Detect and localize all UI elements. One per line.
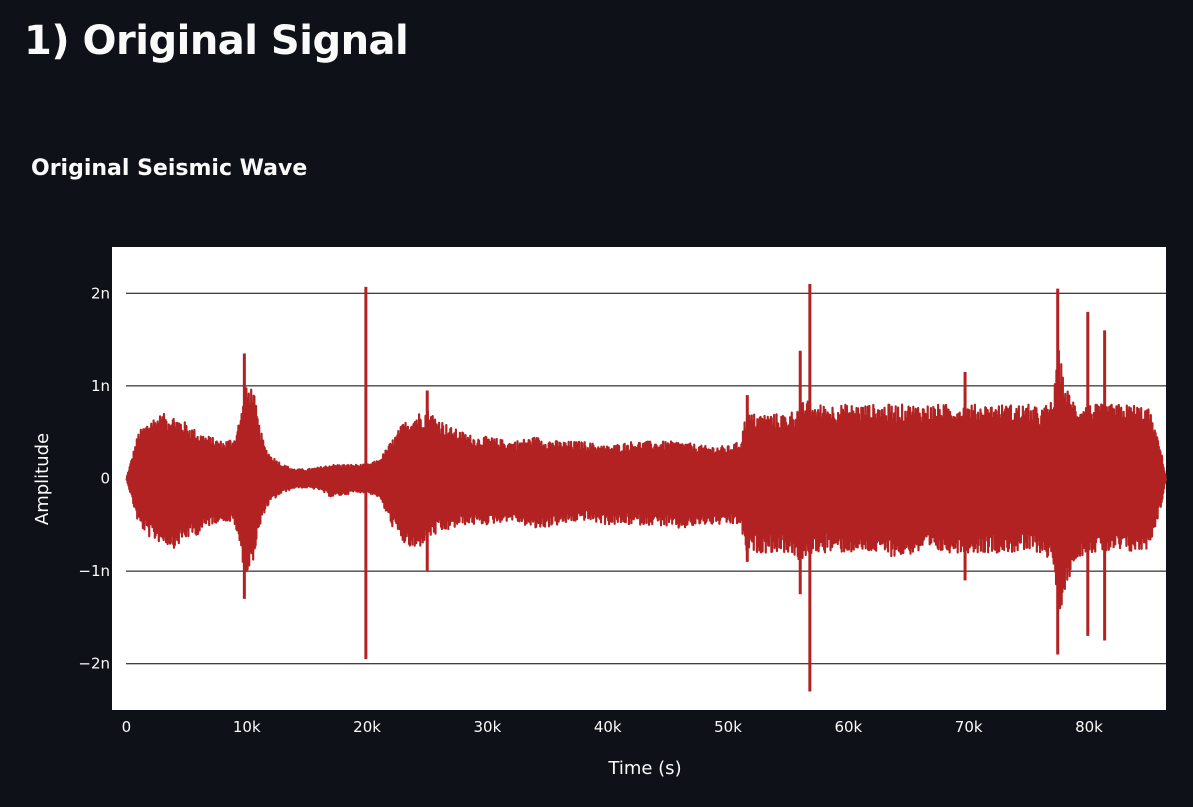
x-tick-label: 50k (714, 718, 742, 736)
x-tick-label: 40k (594, 718, 622, 736)
page-title: 1) Original Signal (24, 18, 409, 64)
y-axis-label: Amplitude (32, 433, 53, 525)
gridlines (126, 292, 1166, 665)
x-tick-label: 70k (955, 718, 983, 736)
x-tick-label: 30k (474, 718, 502, 736)
x-tick-labels: 0 10k 20k 30k 40k 50k 60k 70k 80k (122, 718, 1104, 736)
x-tick-label: 0 (122, 718, 132, 736)
x-axis-label: Time (s) (607, 758, 681, 779)
y-tick-label: 1n (91, 377, 110, 395)
y-tick-label: 2n (91, 284, 110, 302)
x-tick-label: 10k (233, 718, 261, 736)
chart-title: Original Seismic Wave (31, 156, 308, 181)
y-tick-label: 0 (100, 470, 110, 488)
y-tick-labels: 2n 1n 0 −1n −2n (78, 284, 110, 672)
x-tick-label: 20k (353, 718, 381, 736)
series-waveform (125, 349, 1168, 610)
x-tick-label: 80k (1075, 718, 1103, 736)
x-tick-label: 60k (834, 718, 862, 736)
y-tick-label: −2n (78, 655, 110, 673)
y-tick-label: −1n (78, 562, 110, 580)
series-line (125, 284, 1168, 692)
